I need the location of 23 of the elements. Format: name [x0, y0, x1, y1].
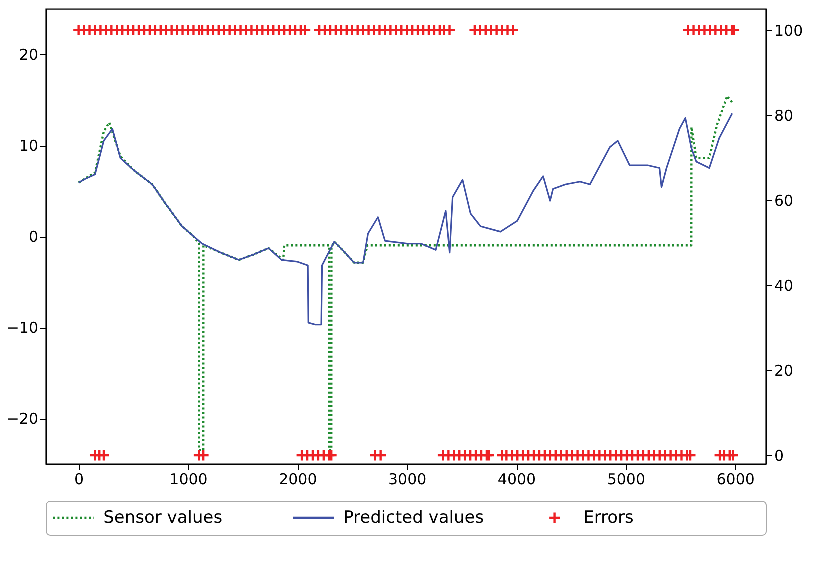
y-tick-label: 10: [19, 137, 38, 155]
y2-tick-label: 40: [774, 276, 794, 295]
y-tick-label: −20: [6, 410, 38, 428]
x-tick-label: 1000: [170, 470, 208, 488]
x-tick-label: 5000: [607, 470, 646, 488]
y2-tick-label: 60: [774, 192, 794, 210]
legend-label: Predicted values: [344, 508, 484, 528]
y-tick-label: 0: [28, 228, 38, 246]
x-tick-label: 6000: [716, 470, 755, 488]
y2-tick-label: 80: [774, 106, 794, 125]
y2-tick-label: 20: [774, 362, 794, 380]
x-tick-label: 4000: [498, 470, 536, 488]
y2-tick-label: 100: [774, 22, 804, 40]
line-series: [78, 95, 734, 452]
x-tick-label: 3000: [388, 470, 427, 488]
y-tick-label: 20: [19, 46, 38, 64]
x-tick-label: 2000: [279, 470, 318, 488]
legend-label: Errors: [584, 508, 634, 528]
line-series: [78, 112, 734, 326]
y2-tick-label: 0: [774, 446, 784, 465]
legend-label: Sensor values: [104, 508, 223, 528]
y-tick-label: −10: [6, 319, 38, 337]
x-tick-label: 0: [74, 470, 84, 488]
